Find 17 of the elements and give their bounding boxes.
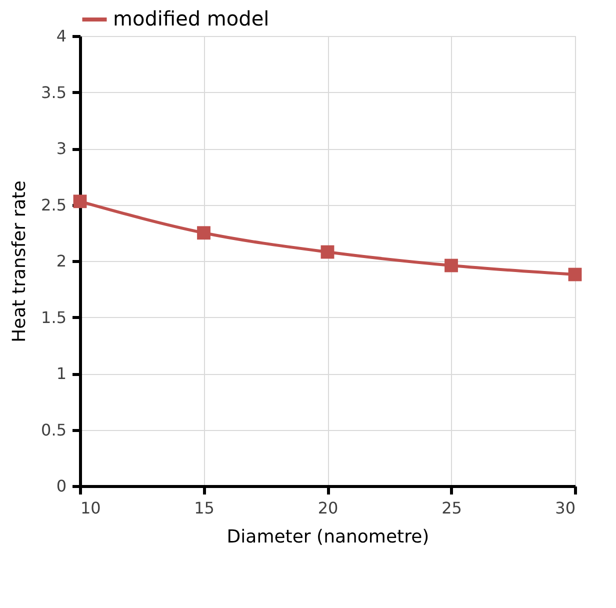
legend-label: modified model [113,6,270,30]
x-tick-label: 30 [555,498,576,518]
y-tick-label: 1 [56,364,66,383]
x-tick-label: 15 [194,498,214,518]
x-tick-label: 20 [318,498,338,518]
y-axis-title: Heat transfer rate [9,180,30,342]
y-tick-label: 1.5 [41,308,66,327]
y-tick-label: 0.5 [41,420,66,440]
x-tick-label: 25 [442,498,462,518]
y-tick-label: 2 [56,252,66,270]
x-tick-label: 10 [80,498,101,518]
y-tick-label: 4 [56,26,66,46]
y-tick-label: 3.5 [41,82,66,102]
y-tick-label: 0 [56,476,66,496]
y-tick-label: 2.5 [41,195,66,214]
x-axis-title: Diameter (nanometre) [226,526,430,548]
y-tick-label: 3 [56,139,66,158]
